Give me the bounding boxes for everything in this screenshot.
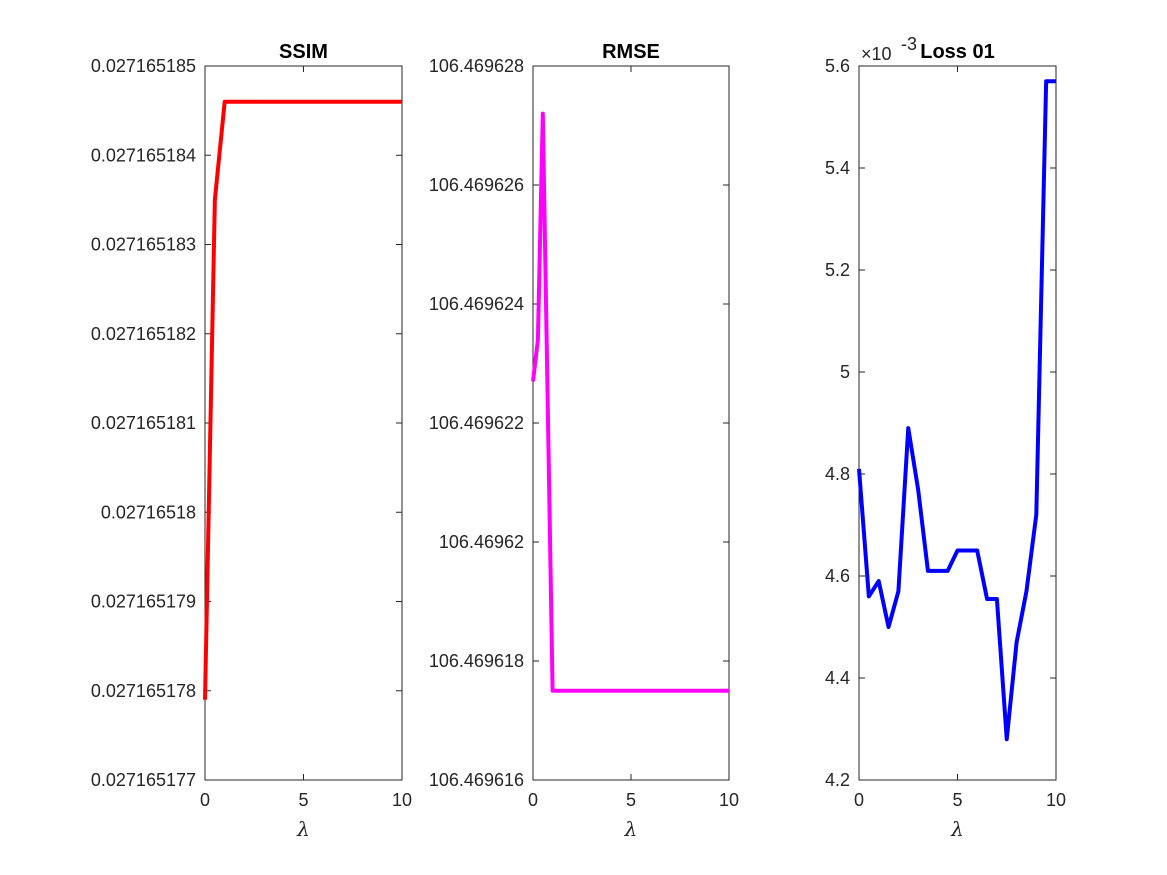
series-line-ssim [203,99,402,700]
subplots: 0.027165177 0.027165178 0.027165179 0.02716… [91,34,1066,841]
y-tick-label: 0.027165184 [91,145,196,165]
x-tick-label: 10 [719,790,739,810]
y-tick-label: 0.027165185 [91,56,196,76]
x-tick-label: 10 [392,790,412,810]
y-tick-label: 4.4 [825,668,850,688]
chart-title: SSIM [279,41,328,63]
y-tick-label: 4.8 [825,464,850,484]
y-exponent-base: ×10 [861,44,892,64]
y-tick-label: 106.46962 [439,532,524,552]
x-tick-label: 0 [854,790,864,810]
y-tick-label: 106.469622 [429,413,524,433]
y-tick-label: 0.02716518 [101,502,196,522]
y-tick-label: 106.469628 [429,56,524,76]
y-tick-label: 5.2 [825,260,850,280]
y-tick-label: 0.027165181 [91,413,196,433]
x-axis-label: λ [624,817,638,841]
x-axis-label: λ [296,817,310,841]
y-tick-label: 0.027165178 [91,681,196,701]
x-tick-label: 10 [1046,790,1066,810]
x-tick-label: 0 [200,790,210,810]
y-tick-label: 106.469624 [429,294,524,314]
series-line-rmse [531,111,729,693]
y-tick-label: 106.469618 [429,651,524,671]
y-tick-label: 0.027165177 [91,770,196,790]
subplot-rmse: 106.469616 106.469618 106.46962 106.469622 1… [429,41,739,841]
y-tick-label: 106.469616 [429,770,524,790]
series-line-loss [857,79,1056,742]
x-tick-label: 5 [298,790,308,810]
subplot-loss: 4.2 4.4 4.6 4.8 5 5.2 5.4 5.6 0 5 10 λ Loss 01 ×10 -3 [825,34,1066,841]
chart-title: RMSE [602,41,660,63]
y-tick-label: 5 [840,362,850,382]
y-tick-label: 106.469626 [429,175,524,195]
subplot-ssim: 0.027165177 0.027165178 0.027165179 0.02716… [91,41,412,841]
x-tick-label: 5 [626,790,636,810]
x-axis-label: λ [950,817,964,841]
chart-title: Loss 01 [920,41,994,63]
y-tick-label: 5.6 [825,56,850,76]
y-tick-label: 5.4 [825,158,850,178]
y-tick-label: 4.6 [825,566,850,586]
x-tick-label: 5 [952,790,962,810]
y-tick-label: 0.027165183 [91,235,196,255]
x-tick-label: 0 [528,790,538,810]
y-tick-label: 4.2 [825,770,850,790]
y-exponent-label: ×10 -3 [861,34,917,64]
y-exponent-power: -3 [901,34,917,54]
y-tick-label: 0.027165182 [91,324,196,344]
y-tick-label: 0.027165179 [91,592,196,612]
